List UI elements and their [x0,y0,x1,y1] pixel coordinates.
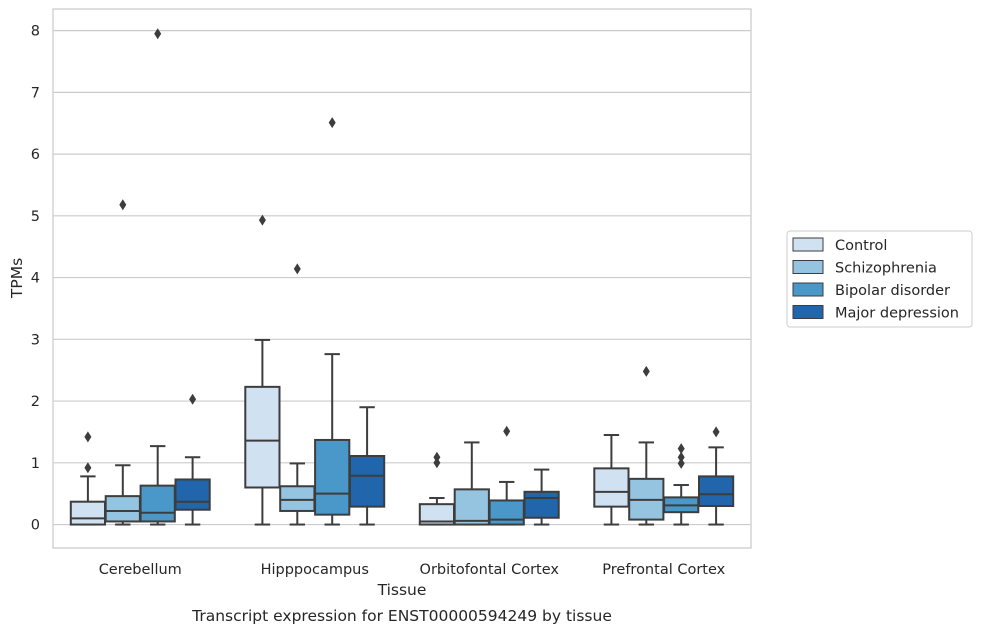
x-tick-label: Orbitofontal Cortex [420,562,560,578]
box [593,467,630,508]
outlier-point [189,393,197,405]
box-bipolar-disorder [139,28,176,526]
box [488,499,525,526]
legend: Control Schizophrenia Bipolar disorder Majo… [786,230,973,328]
y-tick-label: 3 [31,332,40,348]
box-schizophrenia [628,365,665,526]
y-tick-label: 0 [31,518,40,534]
box-major-depression [174,393,211,526]
box-schizophrenia [453,441,490,526]
legend-swatch [792,237,824,252]
y-axis-label: TPMs [8,258,26,299]
x-axis-label: Tissue [377,581,427,599]
outlier-point [154,28,162,40]
box-bipolar-disorder [663,443,700,526]
box [314,438,351,516]
outlier-point [119,199,127,211]
outlier-point [293,263,301,275]
box [523,490,560,519]
outlier-point [84,462,92,474]
box-bipolar-disorder [488,425,525,526]
legend-swatch [792,260,824,274]
legend-frame [786,230,973,328]
outlier-point [677,457,685,469]
x-tick-label: Hipppocampus [261,562,369,578]
x-ticks: Cerebellum Hipppocampus Orbitofontal Corte… [99,562,726,578]
outlier-point [328,117,336,129]
x-tick-label: Prefrontal Cortex [602,562,725,578]
y-tick-label: 8 [31,24,40,40]
box [244,385,281,489]
x-tick-label: Cerebellum [99,562,182,578]
box [104,495,141,523]
legend-swatch [792,282,824,297]
legend-label: Major depression [835,306,959,322]
outlier-point [503,425,511,437]
box-control [418,451,456,526]
box [348,455,386,508]
chart-caption: Transcript expression for ENST0000059424… [191,607,612,625]
box [697,475,735,508]
box [139,484,176,523]
box [279,485,316,512]
legend-swatch [792,305,824,319]
box [174,478,211,511]
box-control [593,434,630,526]
legend-label: Bipolar disorder [835,283,950,299]
y-tick-label: 6 [31,147,40,163]
y-tick-label: 2 [31,394,40,410]
outlier-point [712,426,720,438]
box-major-depression [348,406,386,526]
box [453,488,490,526]
outlier-point [642,365,650,377]
box-major-depression [523,468,560,526]
box-schizophrenia [104,199,141,526]
box-series [69,28,735,526]
outlier-point [433,457,441,469]
box-schizophrenia [279,263,316,526]
outlier-point [677,451,685,463]
box-control [244,214,281,526]
outlier-point [84,431,92,443]
outlier-point [677,443,685,455]
y-ticks: 0 1 2 3 4 5 6 7 8 [31,24,40,534]
legend-label: Control [835,238,887,254]
box-control [69,431,107,526]
y-tick-label: 1 [31,456,40,472]
plot-frame [52,8,752,549]
y-tick-label: 5 [31,209,40,225]
gridlines [53,30,751,526]
box-bipolar-disorder [314,117,351,526]
outlier-point [433,451,441,463]
box-major-depression [697,426,735,526]
legend-label: Schizophrenia [835,261,937,277]
y-tick-label: 4 [31,271,40,287]
box [69,500,107,526]
outlier-point [258,214,266,226]
y-tick-label: 7 [31,85,40,101]
